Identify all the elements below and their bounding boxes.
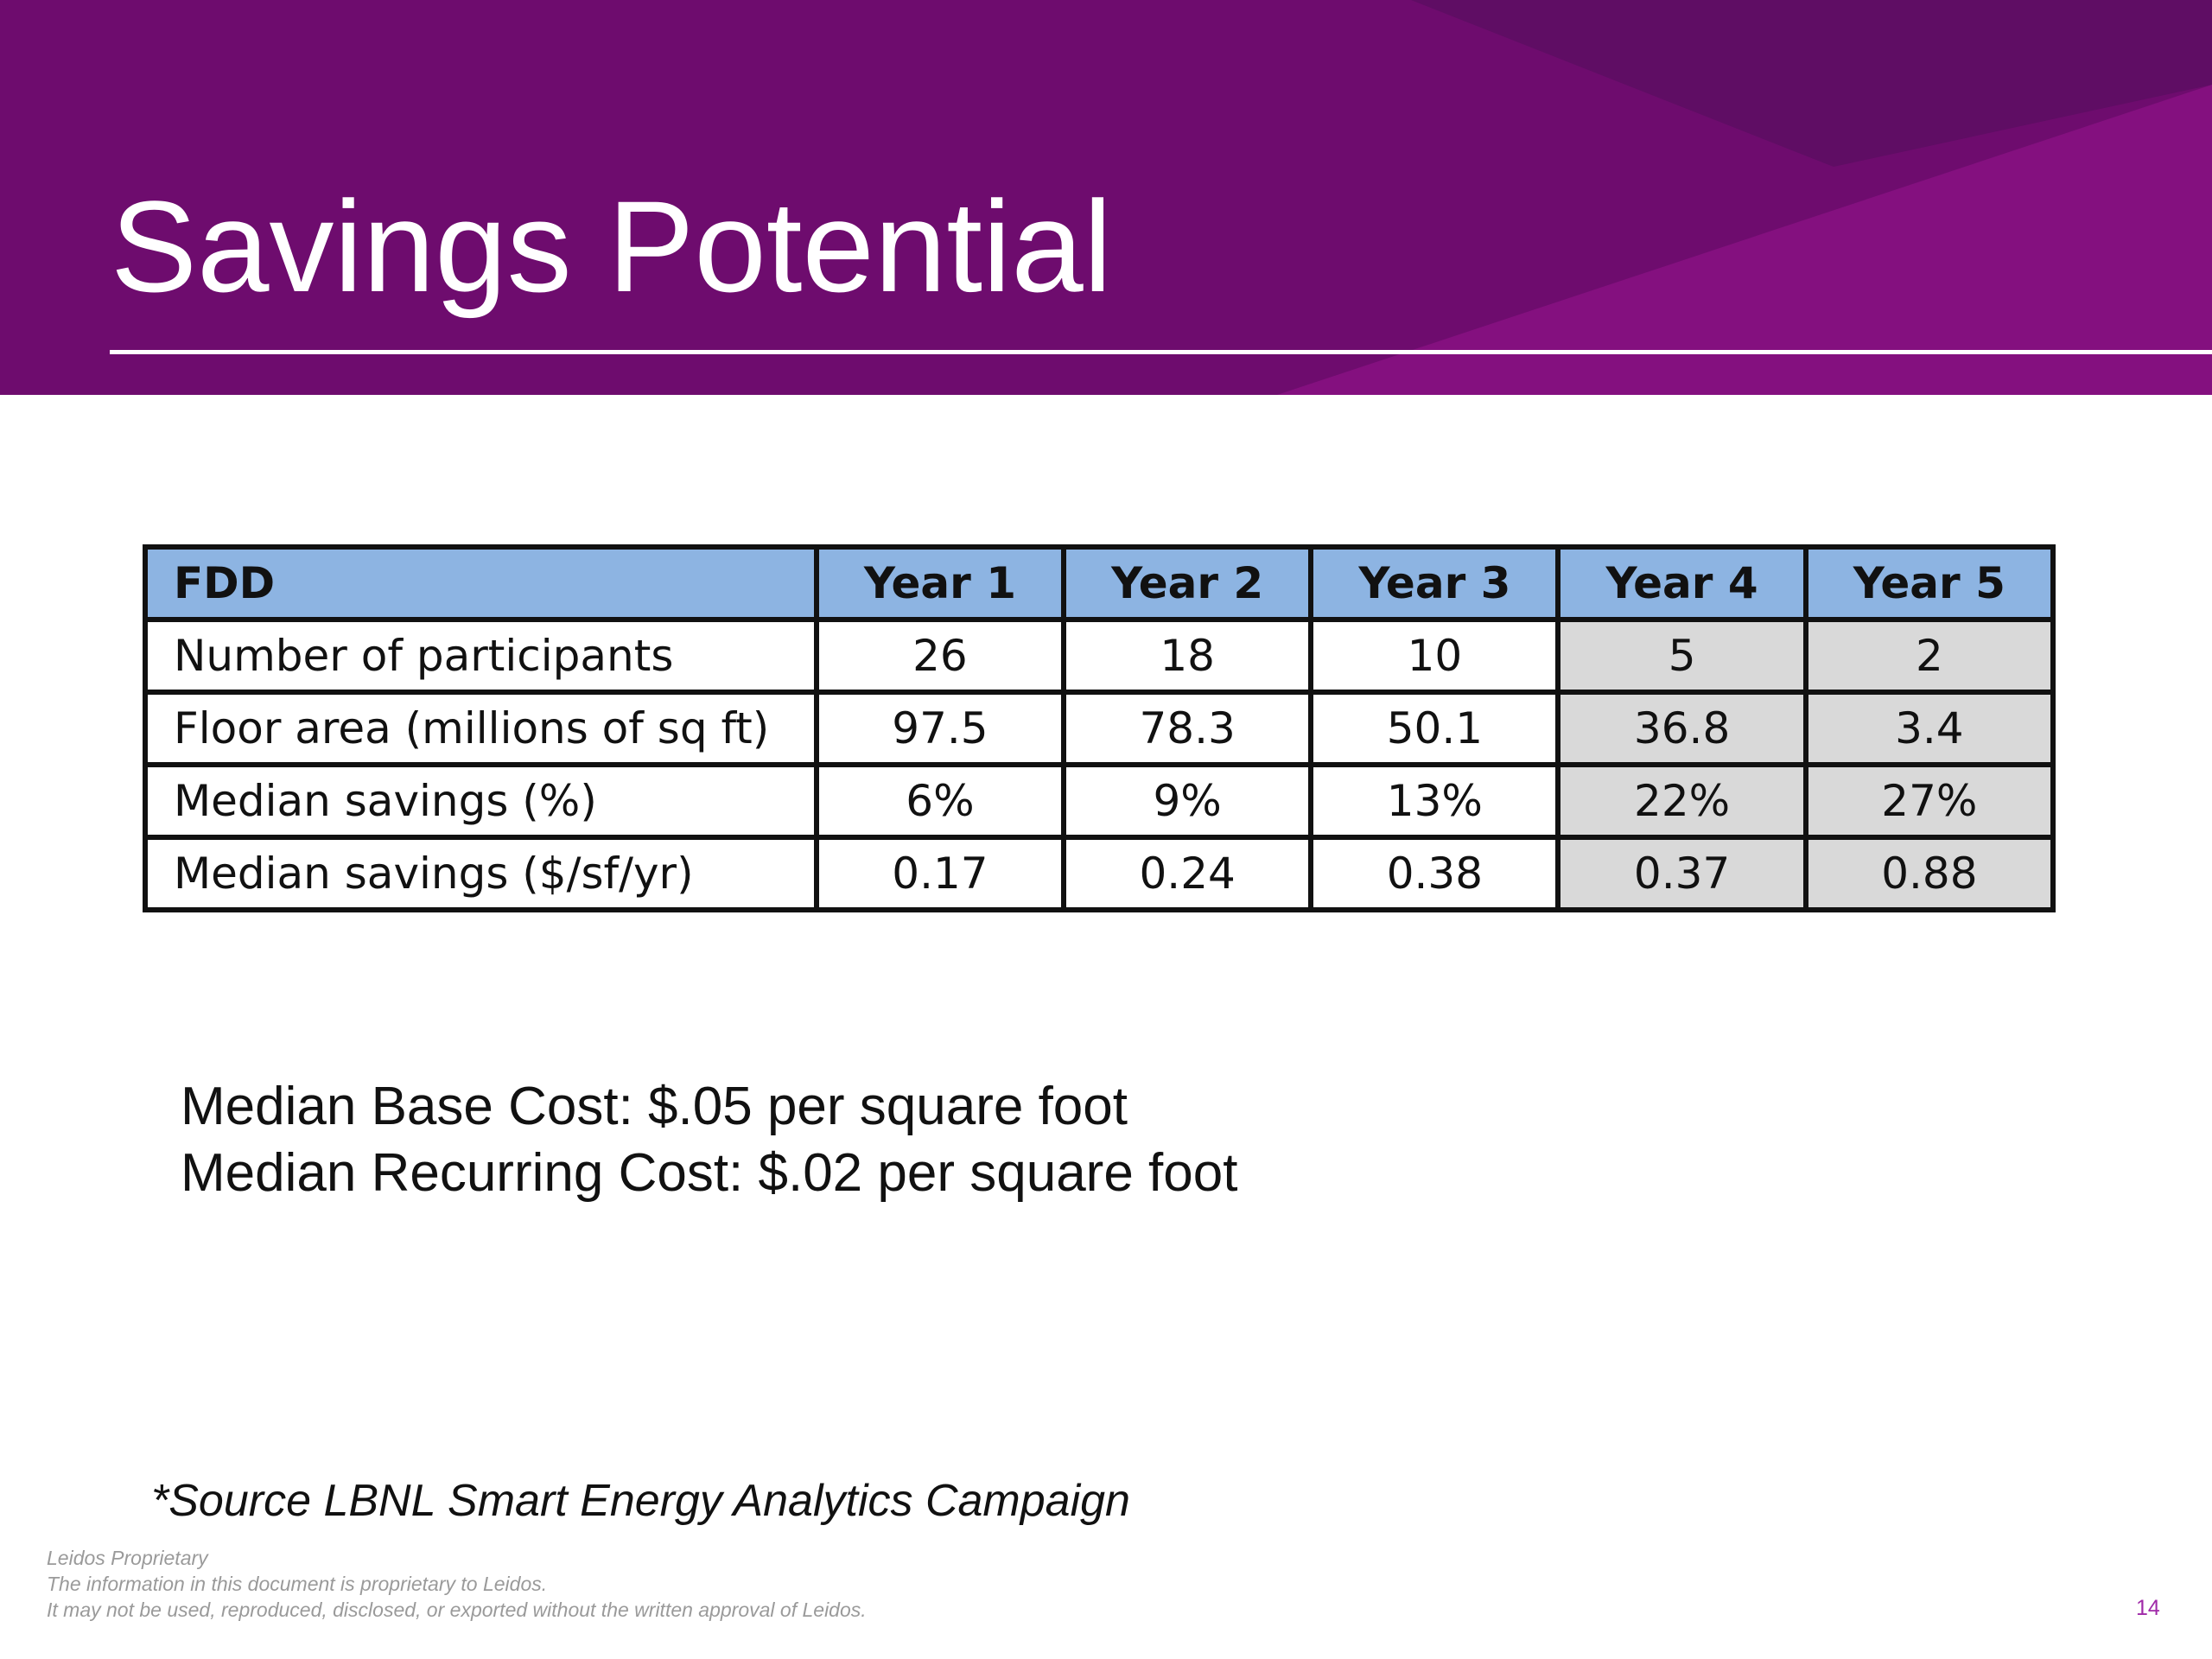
cell: 0.37 [1555, 835, 1808, 912]
cell: 10 [1308, 617, 1561, 695]
source-note: *Source LBNL Smart Energy Analytics Camp… [151, 1476, 1130, 1526]
banner-background [0, 0, 2212, 395]
cell: 36.8 [1555, 690, 1808, 767]
cell: 9% [1061, 762, 1314, 840]
cell: 0.24 [1061, 835, 1314, 912]
header-cell: Year 5 [1802, 544, 2056, 622]
table-header-row: FDD Year 1 Year 2 Year 3 Year 4 Year 5 [143, 544, 2056, 622]
cell: 78.3 [1061, 690, 1314, 767]
cell: 0.17 [813, 835, 1067, 912]
cell: 18 [1061, 617, 1314, 695]
cell: 5 [1555, 617, 1808, 695]
savings-table: FDD Year 1 Year 2 Year 3 Year 4 Year 5 N… [143, 544, 2056, 912]
footer-notice: The information in this document is prop… [47, 1573, 548, 1595]
footer-restriction: It may not be used, reproduced, disclose… [47, 1599, 867, 1621]
cell: 3.4 [1802, 690, 2056, 767]
table-row: Floor area (millions of sq ft) 97.5 78.3… [143, 690, 2056, 767]
table-row: Median savings (%) 6% 9% 13% 22% 27% [143, 762, 2056, 840]
header-cell: Year 2 [1061, 544, 1314, 622]
cell: 6% [813, 762, 1067, 840]
cell: 0.38 [1308, 835, 1561, 912]
base-cost-text: Median Base Cost: $.05 per square foot [181, 1077, 1128, 1136]
page-number: 14 [2136, 1596, 2160, 1620]
cell: 50.1 [1308, 690, 1561, 767]
cell: 2 [1802, 617, 2056, 695]
header-cell: Year 1 [813, 544, 1067, 622]
row-label: Floor area (millions of sq ft) [143, 690, 819, 767]
slide-title: Savings Potential [111, 174, 1113, 319]
cell: 22% [1555, 762, 1808, 840]
recurring-cost-text: Median Recurring Cost: $.02 per square f… [181, 1143, 1238, 1203]
title-banner: Savings Potential [0, 0, 2212, 395]
cell: 0.88 [1802, 835, 2056, 912]
table-row: Median savings ($/sf/yr) 0.17 0.24 0.38 … [143, 835, 2056, 912]
row-label: Number of participants [143, 617, 819, 695]
row-label: Median savings (%) [143, 762, 819, 840]
cell: 27% [1802, 762, 2056, 840]
header-cell: FDD [143, 544, 819, 622]
header-cell: Year 4 [1555, 544, 1808, 622]
title-underline [110, 350, 2212, 354]
cell: 97.5 [813, 690, 1067, 767]
table-row: Number of participants 26 18 10 5 2 [143, 617, 2056, 695]
footer-proprietary: Leidos Proprietary [47, 1547, 208, 1569]
row-label: Median savings ($/sf/yr) [143, 835, 819, 912]
cell: 26 [813, 617, 1067, 695]
cell: 13% [1308, 762, 1561, 840]
header-cell: Year 3 [1308, 544, 1561, 622]
